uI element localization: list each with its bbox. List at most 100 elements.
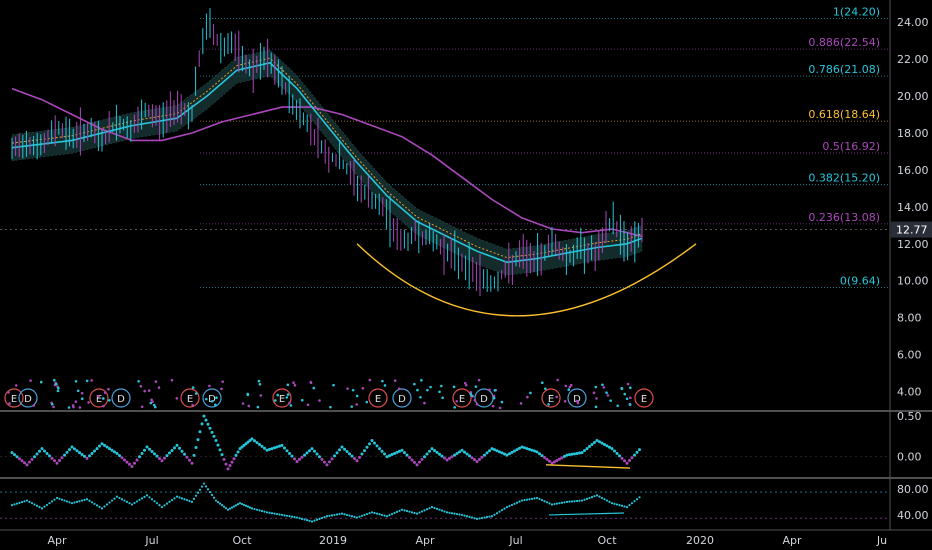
earnings-marker — [89, 388, 109, 408]
price-tick-label: 4.00 — [897, 386, 922, 399]
osc2-point — [13, 503, 16, 506]
osc1-point — [493, 448, 496, 452]
volume-dot — [576, 401, 580, 405]
osc2-point — [275, 512, 279, 516]
osc1-point — [200, 422, 204, 426]
volume-dot — [55, 382, 58, 386]
osc1-point — [515, 448, 519, 452]
last-price-badge — [891, 221, 932, 238]
osc2-point — [400, 508, 404, 511]
osc1-point — [80, 453, 84, 457]
osc1-point — [178, 446, 181, 450]
volume-dot — [67, 406, 71, 409]
osc1-point — [33, 455, 36, 459]
osc2-point — [485, 516, 489, 519]
osc1-point — [260, 444, 264, 448]
volume-dot — [438, 390, 441, 394]
osc2-point — [273, 512, 276, 515]
osc2-point — [383, 514, 386, 517]
event-marker-label: E — [641, 394, 647, 405]
osc2-point — [178, 496, 181, 499]
osc2-divergence-line — [548, 512, 625, 516]
osc2-point — [305, 519, 309, 522]
event-marker-label: D — [208, 394, 216, 405]
dividend-marker — [202, 388, 222, 408]
osc1-point — [263, 446, 266, 450]
osc1-point — [460, 448, 464, 452]
event-marker-label: E — [279, 394, 285, 405]
osc1-point — [415, 463, 419, 467]
osc1-point — [358, 455, 361, 459]
osc1-point — [108, 447, 111, 451]
time-tick-label: 2019 — [319, 534, 347, 547]
price-tick-label: 8.00 — [897, 312, 922, 325]
osc1-point — [202, 414, 206, 418]
osc2-point — [120, 498, 124, 501]
volume-dot — [52, 378, 56, 382]
osc1-point — [268, 447, 271, 451]
osc1-point — [125, 460, 129, 464]
osc1-point — [418, 460, 421, 464]
volume-dot — [214, 403, 217, 407]
osc1-point — [525, 447, 529, 451]
osc1-point — [40, 447, 44, 451]
osc1-point — [214, 438, 218, 442]
volume-dot — [628, 403, 632, 407]
osc1-point — [180, 449, 184, 453]
osc1-point — [295, 460, 299, 464]
osc1-point — [440, 454, 444, 458]
osc2-point — [633, 500, 636, 503]
volume-dot — [540, 381, 544, 385]
volume-dot — [90, 379, 93, 382]
earnings-marker — [634, 388, 654, 408]
osc1-point — [595, 438, 599, 442]
volume-dot — [215, 396, 218, 400]
osc2-point — [598, 495, 601, 498]
volume-dot — [194, 392, 198, 395]
osc2-point — [388, 514, 391, 517]
osc1-point — [298, 457, 301, 461]
osc2-point — [525, 498, 529, 501]
time-tick-label: 2020 — [686, 534, 714, 547]
osc2-point — [258, 509, 261, 512]
osc2-point — [278, 513, 281, 516]
osc1-point — [250, 437, 254, 441]
dividend-marker — [392, 388, 412, 408]
volume-dot — [137, 379, 140, 383]
osc1-point — [113, 450, 116, 454]
osc2-point — [328, 514, 331, 517]
osc1-point — [585, 447, 589, 451]
osc2-point — [68, 501, 71, 504]
osc1-point — [230, 460, 234, 464]
volume-dot — [7, 391, 10, 394]
volume-dot — [191, 403, 194, 407]
osc1-tick-label: 0.50 — [897, 410, 922, 423]
volume-dot — [350, 405, 354, 408]
event-marker-label: E — [459, 394, 465, 405]
osc1-point — [330, 457, 334, 461]
osc1-point — [610, 447, 614, 451]
osc2-point — [443, 510, 446, 513]
osc1-point — [68, 448, 71, 452]
volume-dot — [500, 400, 504, 404]
dividend-marker — [111, 388, 131, 408]
osc2-point — [423, 509, 426, 512]
rounding-bottom-arc — [356, 243, 697, 317]
osc2-point — [288, 515, 291, 518]
volume-dot — [470, 394, 473, 398]
earnings-marker — [452, 388, 472, 408]
osc1-point — [196, 438, 200, 442]
osc2-point — [615, 503, 619, 506]
osc1-point — [145, 445, 149, 449]
osc1-point — [85, 456, 89, 460]
event-marker-label: D — [117, 394, 125, 405]
osc2-point — [378, 513, 381, 516]
volume-dot — [204, 397, 208, 401]
osc2-point — [190, 500, 194, 503]
osc1-point — [560, 456, 564, 460]
osc1-point — [413, 460, 416, 464]
price-tick-label: 18.00 — [897, 127, 929, 140]
volume-dot — [629, 386, 632, 390]
osc1-point — [575, 451, 579, 455]
